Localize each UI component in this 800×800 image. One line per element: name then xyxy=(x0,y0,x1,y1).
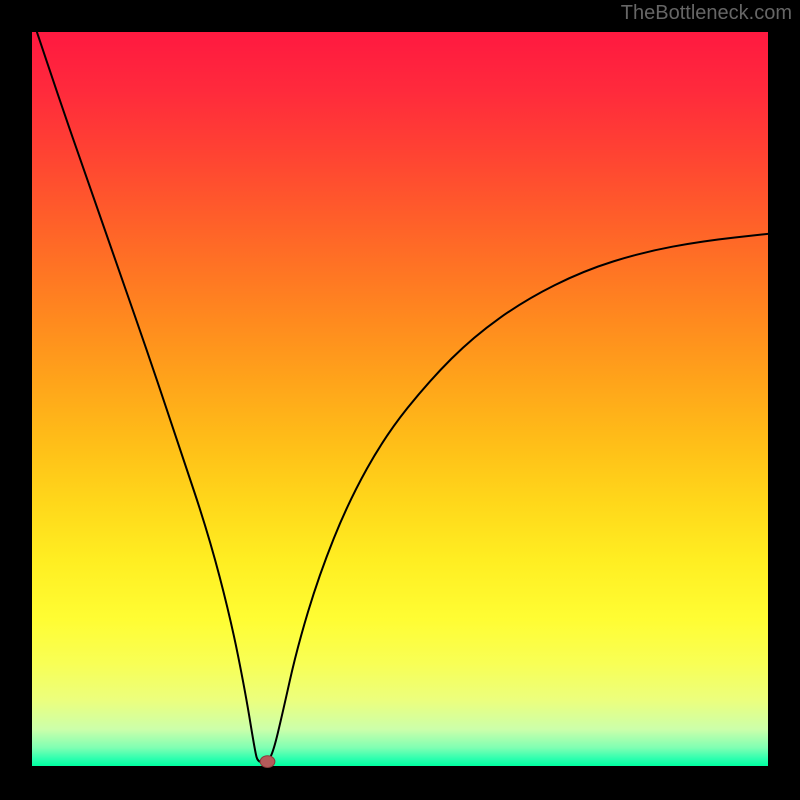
watermark-text: TheBottleneck.com xyxy=(621,2,792,25)
chart-container: TheBottleneck.com xyxy=(0,0,800,800)
bottleneck-chart xyxy=(0,0,800,800)
optimal-point-marker xyxy=(260,756,275,768)
plot-gradient-area xyxy=(32,32,768,766)
